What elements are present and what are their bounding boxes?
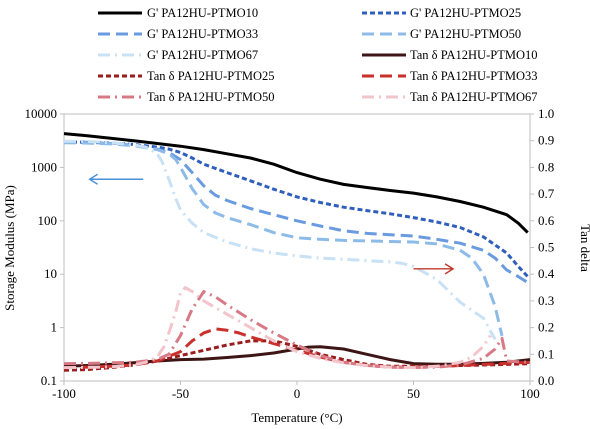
y-right-tick-label: 0.7 <box>538 186 555 201</box>
legend-label: G' PA12HU-PTMO25 <box>410 6 521 20</box>
y-right-tick-label: 0.6 <box>538 213 555 228</box>
x-tick-label: -50 <box>172 386 189 401</box>
series-line <box>63 140 529 278</box>
y-left-tick-label: 10000 <box>25 106 58 121</box>
x-axis-title: Temperature (°C) <box>251 410 342 425</box>
y-left-tick-label: 1000 <box>31 159 57 174</box>
series-line <box>63 286 492 370</box>
series-line <box>63 339 531 372</box>
plot-frame <box>63 113 531 382</box>
y-right-tick-label: 0.8 <box>538 159 554 174</box>
y-right-tick-label: 0.2 <box>538 320 554 335</box>
legend: G' PA12HU-PTMO10 G' PA12HU-PTMO25 G' PA12H… <box>98 6 537 104</box>
legend-label: G' PA12HU-PTMO67 <box>147 48 258 62</box>
y-right-axis-title: Tan delta <box>578 224 590 272</box>
x-tick-label: -100 <box>52 386 76 401</box>
y-left-tick-label: 0.1 <box>41 373 57 388</box>
legend-label: G' PA12HU-PTMO33 <box>147 27 258 41</box>
legend-label: Tan δ PA12HU-PTMO50 <box>147 90 274 104</box>
y-right-tick-label: 0.3 <box>538 293 554 308</box>
x-tick-label: 100 <box>520 386 540 401</box>
axes <box>63 113 531 382</box>
series-line <box>63 141 504 337</box>
y-right-tick-label: 0.5 <box>538 240 554 255</box>
x-tick-label: 50 <box>407 386 420 401</box>
annotation-arrow-head <box>88 173 99 185</box>
series-line <box>63 132 529 234</box>
y-right-tick-label: 1.0 <box>538 106 554 121</box>
ticks: -100 -50 0 50 100 0.1 1 10 100 1000 10000 0.0 0.1 0.2… <box>25 106 555 401</box>
y-right-tick-label: 0.1 <box>538 346 554 361</box>
legend-label: Tan δ PA12HU-PTMO10 <box>410 48 537 62</box>
y-right-tick-label: 0.0 <box>538 373 554 388</box>
legend-label: Tan δ PA12HU-PTMO25 <box>147 69 274 83</box>
y-right-tick-label: 0.9 <box>538 133 554 148</box>
series-layer <box>63 132 531 372</box>
y-left-tick-label: 10 <box>44 266 57 281</box>
y-right-tick-label: 0.4 <box>538 266 555 281</box>
x-tick-label: 0 <box>294 386 301 401</box>
legend-label: Tan δ PA12HU-PTMO67 <box>410 90 537 104</box>
series-line <box>63 290 531 370</box>
y-left-tick-label: 1 <box>51 320 58 335</box>
annotation-arrows <box>88 173 455 275</box>
annotation-arrow-head <box>444 263 455 275</box>
series-line <box>63 139 497 341</box>
series-line <box>63 327 531 370</box>
legend-label: Tan δ PA12HU-PTMO33 <box>410 69 537 83</box>
legend-label: G' PA12HU-PTMO10 <box>147 6 258 20</box>
legend-label: G' PA12HU-PTMO50 <box>410 27 521 41</box>
series-line <box>63 140 529 284</box>
y-left-tick-label: 100 <box>38 213 58 228</box>
y-left-axis-title: Storage Modulus (MPa) <box>2 185 17 311</box>
